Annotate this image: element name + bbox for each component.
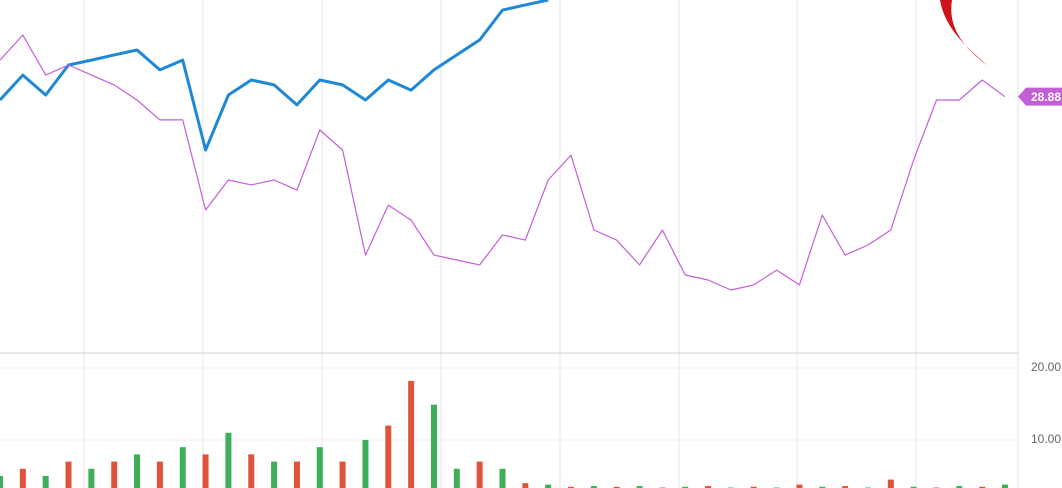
volume-bar: [19, 468, 26, 488]
price-line: [0, 34, 1006, 291]
volume-bar: [499, 468, 506, 488]
volume-bar: [750, 486, 757, 488]
volume-bar: [636, 486, 643, 488]
volume-bar: [385, 425, 392, 488]
volume-bar: [842, 486, 849, 488]
volume-bar: [271, 461, 278, 488]
price-tag: [1018, 87, 1062, 106]
volume-bar: [590, 486, 597, 488]
volume-bar: [362, 439, 369, 488]
volume-bar: [819, 486, 826, 488]
volume-bar: [316, 447, 323, 488]
price-line: [0, 0, 549, 152]
volume-bar: [887, 479, 894, 488]
volume-bar: [65, 461, 72, 488]
volume-bar: [42, 475, 49, 488]
vertical-grid: [83, 0, 917, 488]
volume-bar: [408, 380, 415, 488]
volume-bar: [0, 475, 3, 488]
volume-bar: [88, 468, 95, 488]
volume-bar: [1002, 484, 1008, 488]
volume-bar: [979, 486, 986, 488]
volume-bar: [202, 454, 209, 488]
volume-bar: [682, 486, 689, 488]
volume-bar: [956, 486, 963, 488]
volume-bar: [453, 468, 460, 488]
volume-bar: [225, 432, 232, 488]
volume-bar: [179, 447, 186, 488]
volume-bar: [248, 454, 255, 488]
annotation-arrow: [940, 0, 988, 66]
volume-bar: [796, 484, 803, 488]
volume-bar: [705, 486, 712, 488]
volume-bar: [568, 486, 575, 488]
volume-bar: [910, 486, 917, 488]
volume-bar: [430, 404, 437, 488]
volume-bar: [293, 461, 300, 488]
volume-bar: [522, 483, 529, 488]
y-tick-label: 10.00: [1031, 432, 1061, 446]
volume-bar: [134, 454, 141, 488]
volume-bar: [545, 484, 552, 488]
volume-bar: [111, 461, 118, 488]
volume-bar: [613, 486, 620, 488]
volume-bar: [476, 461, 483, 488]
volume-bar: [339, 461, 346, 488]
y-tick-label: 20.00: [1031, 360, 1061, 374]
price-tag-label: 28.88: [1031, 90, 1061, 104]
volume-bar: [156, 461, 163, 488]
